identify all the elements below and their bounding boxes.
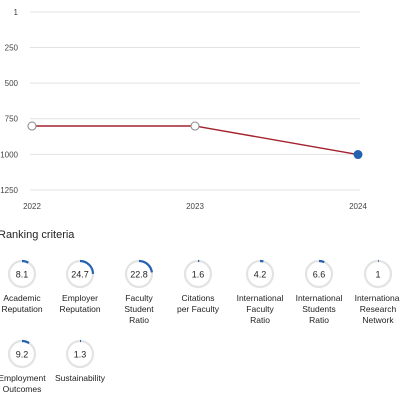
criterion-label-line: Ratio: [250, 315, 270, 325]
score-ring: 22.8: [124, 259, 154, 289]
criterion-score: 22.8: [130, 270, 148, 280]
criterion-label-line: Students: [302, 304, 336, 314]
criterion-score: 24.7: [71, 270, 89, 280]
criterion-label-line: Ratio: [129, 315, 149, 325]
criterion-card[interactable]: 1.6 Citations per Faculty: [167, 258, 229, 315]
criterion-label-line: Sustainability: [54, 373, 106, 383]
data-point[interactable]: [353, 150, 363, 160]
criterion-label-line: Employment: [0, 373, 46, 383]
data-point[interactable]: [27, 121, 37, 131]
score-ring: 8.1: [7, 259, 37, 289]
x-tick-label: 2022: [23, 202, 41, 211]
criterion-label: International Faculty Ratio: [229, 293, 291, 326]
criterion-score: 1: [375, 270, 380, 280]
criterion-label-line: per Faculty: [176, 304, 220, 314]
score-ring: 4.2: [245, 259, 275, 289]
criterion-label-line: Faculty: [125, 293, 153, 303]
score-ring: 1.3: [65, 339, 95, 369]
criterion-score: 8.1: [16, 270, 29, 280]
criterion-label: Employer Reputation: [49, 293, 111, 315]
score-ring: 1.6: [183, 259, 213, 289]
ring-progress: [304, 259, 334, 289]
criterion-card[interactable]: 22.8 Faculty Student Ratio: [108, 258, 170, 326]
criterion-card[interactable]: 1.3 Sustainability: [49, 338, 111, 384]
x-tick-label: 2024: [349, 202, 367, 211]
criterion-label-line: Ratio: [309, 315, 329, 325]
criterion-label-line: Faculty: [246, 304, 274, 314]
criterion-score: 4.2: [254, 270, 267, 280]
criterion-label-line: Research: [359, 304, 397, 314]
criterion-score: 9.2: [16, 350, 29, 360]
ring-progress: [7, 339, 37, 369]
criterion-label-line: Network: [362, 315, 394, 325]
criterion-label-line: Reputation: [59, 304, 101, 314]
criterion-label-line: International: [295, 293, 343, 303]
criterion-card[interactable]: 4.2 International Faculty Ratio: [229, 258, 291, 326]
ring-progress: [7, 259, 37, 289]
y-tick-label: 1000: [0, 150, 18, 159]
y-tick-label: 1: [14, 8, 19, 17]
criterion-card[interactable]: 1 International Research Network: [347, 258, 400, 326]
criterion-label-line: Student: [124, 304, 154, 314]
criterion-score: 1.6: [192, 270, 205, 280]
criterion-label: International Research Network: [347, 293, 400, 326]
criterion-label-line: Outcomes: [2, 384, 42, 394]
score-ring: 1: [363, 259, 393, 289]
criterion-card[interactable]: 24.7 Employer Reputation: [49, 258, 111, 315]
criterion-label: Academic Reputation: [0, 293, 53, 315]
criterion-score: 1.3: [74, 350, 87, 360]
y-tick-label: 250: [5, 43, 19, 52]
score-ring: 24.7: [65, 259, 95, 289]
criterion-label: Employment Outcomes: [0, 373, 53, 395]
criterion-label-line: International: [354, 293, 400, 303]
y-tick-label: 500: [5, 79, 19, 88]
ring-progress: [363, 259, 393, 289]
data-point[interactable]: [190, 121, 200, 131]
ring-track: [245, 259, 275, 289]
y-tick-label: 1250: [0, 186, 18, 195]
criterion-label-line: Employer: [62, 293, 98, 303]
criterion-label-line: Reputation: [1, 304, 43, 314]
ring-progress: [65, 339, 95, 369]
criterion-label: Sustainability: [49, 373, 111, 384]
ring-progress: [183, 259, 213, 289]
criterion-label: Citations per Faculty: [167, 293, 229, 315]
score-ring: 9.2: [7, 339, 37, 369]
ranking-criteria-title: Ranking criteria: [0, 229, 75, 241]
criterion-card[interactable]: 9.2 Employment Outcomes: [0, 338, 53, 395]
criterion-label-line: International: [236, 293, 284, 303]
x-tick-label: 2023: [186, 202, 204, 211]
criterion-card[interactable]: 6.6 International Students Ratio: [288, 258, 350, 326]
criterion-label: International Students Ratio: [288, 293, 350, 326]
criterion-label-line: Academic: [3, 293, 41, 303]
ring-progress: [65, 259, 95, 289]
criterion-score: 6.6: [313, 270, 326, 280]
score-ring: 6.6: [304, 259, 334, 289]
criterion-label-line: Citations: [181, 293, 215, 303]
ring-progress: [124, 259, 154, 289]
criterion-label: Faculty Student Ratio: [108, 293, 170, 326]
y-tick-label: 750: [5, 115, 19, 124]
criterion-card[interactable]: 8.1 Academic Reputation: [0, 258, 53, 315]
